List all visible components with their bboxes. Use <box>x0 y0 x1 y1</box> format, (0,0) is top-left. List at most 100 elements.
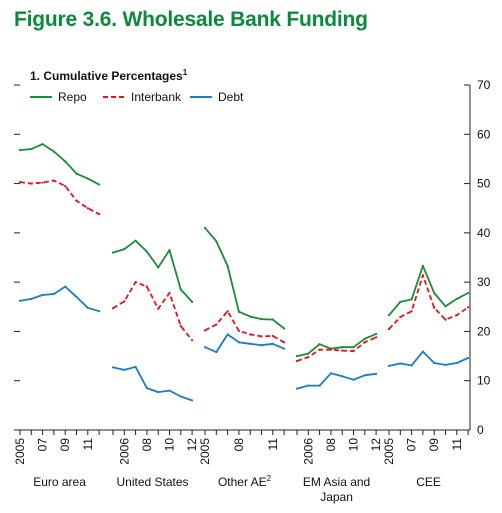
point-united-states-interbank-2008 <box>145 285 148 288</box>
group-united-states <box>111 239 194 402</box>
point-em-asia-and-japan-debt-2008 <box>329 372 332 375</box>
point-other-ae-debt-2007 <box>226 333 229 336</box>
point-other-ae-debt-2010 <box>260 344 263 347</box>
point-other-ae-repo-2005 <box>203 226 207 230</box>
x-tick-label-euro-area-07: 07 <box>36 438 50 452</box>
point-other-ae-repo-2006 <box>215 240 218 243</box>
y-tick-label-10: 10 <box>477 374 491 388</box>
point-other-ae-interbank-2010 <box>260 335 263 338</box>
x-tick-label-cee-09: 09 <box>427 438 441 452</box>
point-united-states-debt-2008 <box>145 387 148 390</box>
point-other-ae-repo-2009 <box>249 315 252 318</box>
y-axis: 0 10 20 30 40 50 60 70 <box>14 78 491 437</box>
point-em-asia-and-japan-interbank-2005 <box>295 359 299 363</box>
point-cee-debt-2006 <box>399 362 402 365</box>
point-united-states-interbank-2009 <box>157 307 160 310</box>
point-cee-debt-2012 <box>467 356 470 360</box>
point-cee-debt-2011 <box>455 361 458 365</box>
line-euro-area-interbank <box>19 179 100 215</box>
group-label-em-asia-and-japan: EM Asia and Japan <box>303 475 370 504</box>
point-em-asia-and-japan-debt-2005 <box>295 387 299 390</box>
x-tick-label-euro-area-11: 11 <box>81 438 95 451</box>
point-euro-area-interbank-2005 <box>18 180 22 184</box>
group-em-asia-and-japan <box>295 332 378 390</box>
point-em-asia-and-japan-interbank-2011 <box>363 341 366 344</box>
y-tick-label-70: 70 <box>477 78 491 92</box>
point-other-ae-debt-2011 <box>271 342 274 345</box>
point-euro-area-repo-2008 <box>52 150 56 153</box>
point-em-asia-and-japan-repo-2007 <box>318 343 321 346</box>
point-em-asia-and-japan-repo-2006 <box>307 352 310 355</box>
point-other-ae-debt-2006 <box>215 351 218 354</box>
point-united-states-interbank-2012 <box>191 339 194 342</box>
point-euro-area-interbank-2011 <box>86 207 89 210</box>
point-euro-area-repo-2012 <box>98 183 101 186</box>
point-euro-area-interbank-2010 <box>75 199 78 202</box>
y-tick-label-20: 20 <box>477 324 491 338</box>
line-other-ae-interbank <box>204 310 285 344</box>
svg-text:1. Cumulative Percentages1: 1. Cumulative Percentages1 <box>30 68 188 83</box>
plot-area <box>18 143 470 402</box>
x-tick-label-cee-11: 11 <box>450 438 464 451</box>
point-united-states-interbank-2005 <box>111 307 115 310</box>
point-united-states-debt-2006 <box>123 368 126 371</box>
point-euro-area-repo-2010 <box>75 172 78 175</box>
point-united-states-repo-2007 <box>134 239 137 242</box>
x-tick-label-other-ae-08: 08 <box>232 438 246 452</box>
point-em-asia-and-japan-repo-2005 <box>295 354 299 358</box>
point-euro-area-repo-2006 <box>30 147 33 151</box>
group-label-footnote: 2 <box>267 474 272 483</box>
x-axis: 2005 07 09 11 Euro area 2006 08 10 12 United Stat… <box>13 429 470 504</box>
panel-title: 1. Cumulative Percentages1 <box>30 68 188 83</box>
point-euro-area-debt-2008 <box>52 292 56 296</box>
group-label-line: United States <box>117 475 189 489</box>
line-united-states-repo <box>112 239 193 303</box>
group-label-other-ae: Other AE2 <box>218 474 272 489</box>
group-label-line: Euro area <box>33 475 86 489</box>
y-tick-label-60: 60 <box>477 127 491 141</box>
figure-title: Figure 3.6. Wholesale Bank Funding <box>14 8 368 31</box>
point-em-asia-and-japan-interbank-2007 <box>318 348 321 351</box>
point-em-asia-and-japan-interbank-2008 <box>329 348 332 351</box>
y-tick-label-30: 30 <box>477 275 491 289</box>
group-label-line: EM Asia and <box>303 475 370 489</box>
point-em-asia-and-japan-interbank-2010 <box>352 350 355 353</box>
line-cee-repo <box>388 264 469 316</box>
point-euro-area-debt-2007 <box>41 293 44 297</box>
point-united-states-interbank-2010 <box>168 291 171 295</box>
point-euro-area-debt-2006 <box>30 297 33 300</box>
point-other-ae-interbank-2011 <box>271 334 274 337</box>
point-euro-area-debt-2012 <box>98 310 101 313</box>
x-tick-label-cee-2005: 2005 <box>382 438 396 465</box>
point-other-ae-debt-2009 <box>249 342 252 345</box>
point-euro-area-debt-2010 <box>75 295 78 299</box>
x-tick-label-other-ae-11: 11 <box>266 438 280 451</box>
panel-title-text: 1. Cumulative Percentages <box>30 69 183 83</box>
point-em-asia-and-japan-repo-2012 <box>375 332 378 335</box>
point-united-states-interbank-2006 <box>123 300 126 303</box>
point-euro-area-interbank-2009 <box>64 184 67 188</box>
point-em-asia-and-japan-interbank-2012 <box>375 336 378 339</box>
point-other-ae-repo-2012 <box>283 327 286 330</box>
point-em-asia-and-japan-interbank-2006 <box>307 355 310 359</box>
x-tick-label-other-ae-2005: 2005 <box>198 438 212 465</box>
line-united-states-debt <box>112 365 193 402</box>
line-euro-area-repo <box>19 143 100 186</box>
x-tick-label-united-states-08: 08 <box>140 438 154 452</box>
point-other-ae-interbank-2012 <box>283 341 286 344</box>
point-other-ae-repo-2011 <box>271 318 274 321</box>
point-euro-area-repo-2011 <box>86 177 89 180</box>
point-united-states-debt-2012 <box>191 399 194 402</box>
point-em-asia-and-japan-repo-2011 <box>363 337 366 340</box>
point-cee-debt-2010 <box>444 363 447 367</box>
group-label-line: Other AE <box>218 475 267 489</box>
x-tick-label-united-states-10: 10 <box>163 438 177 452</box>
point-euro-area-debt-2011 <box>86 306 89 309</box>
point-united-states-debt-2010 <box>168 389 171 392</box>
x-tick-label-united-states-12: 12 <box>185 438 199 452</box>
point-other-ae-interbank-2009 <box>249 333 252 336</box>
x-tick-label-euro-area-09: 09 <box>58 438 72 452</box>
group-label-line: CEE <box>416 475 441 489</box>
point-other-ae-debt-2005 <box>203 346 207 349</box>
